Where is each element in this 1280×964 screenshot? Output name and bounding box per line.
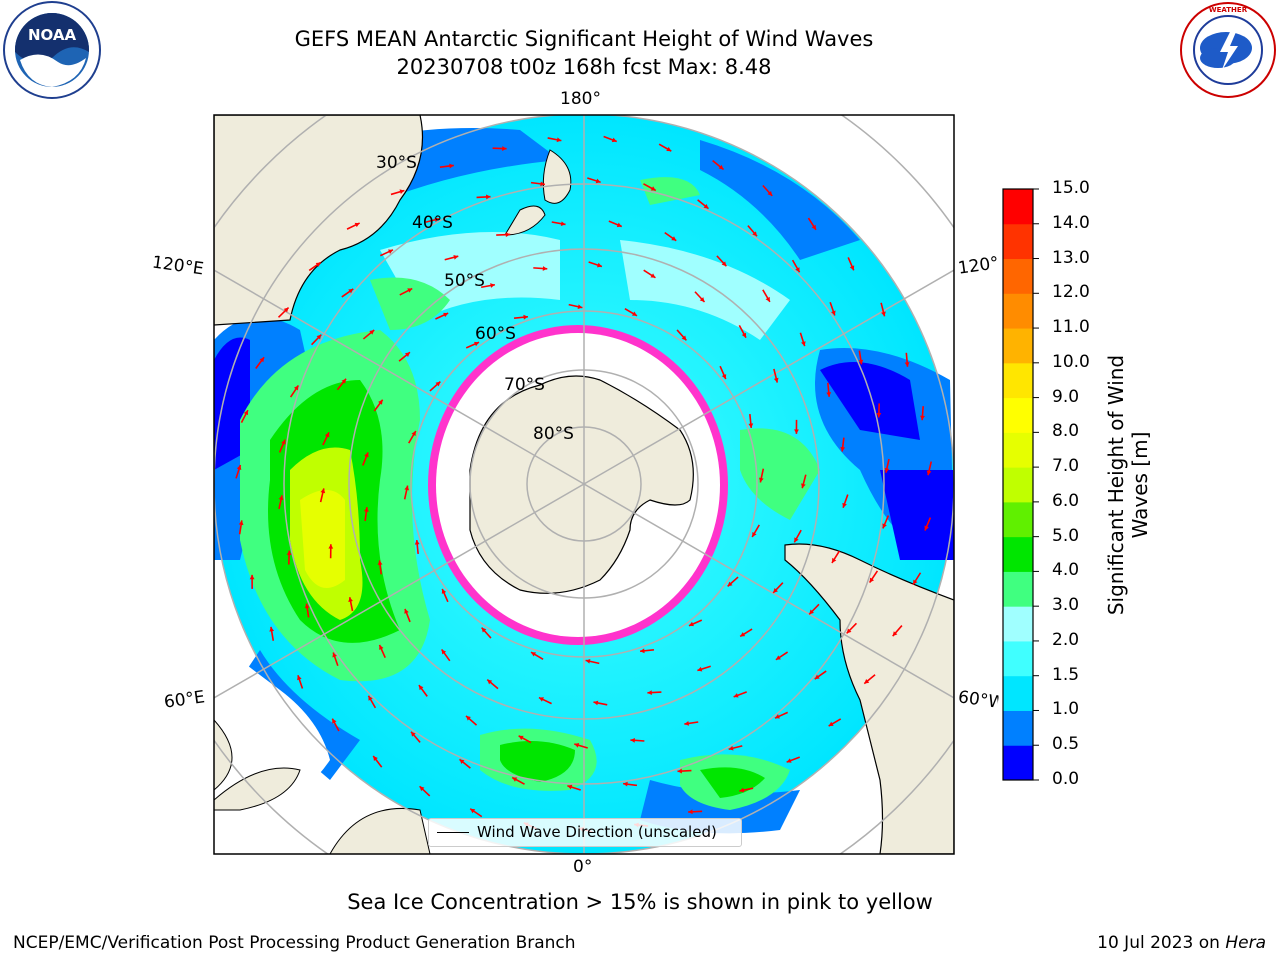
colorbar-tick-label: 14.0 xyxy=(1052,213,1090,233)
colorbar-tick-label: 12.0 xyxy=(1052,282,1090,302)
colorbar-swatch xyxy=(1003,606,1033,641)
colorbar-tick-label: 0.0 xyxy=(1052,769,1079,789)
colorbar-tick-label: 11.0 xyxy=(1052,317,1090,337)
colorbar-swatch xyxy=(1003,710,1033,745)
colorbar-tick-label: 8.0 xyxy=(1052,421,1079,441)
colorbar-tick-label: 13.0 xyxy=(1052,248,1090,268)
colorbar-swatch xyxy=(1003,224,1033,259)
colorbar-swatch xyxy=(1003,328,1033,363)
colorbar-swatch xyxy=(1003,363,1033,398)
footer-branch: NCEP/EMC/Verification Post Processing Pr… xyxy=(13,933,576,953)
colorbar-tick-label: 6.0 xyxy=(1052,491,1079,511)
footer-machine: Hera xyxy=(1225,933,1266,953)
colorbar-swatch xyxy=(1003,189,1033,224)
footer-date: 10 Jul 2023 on Hera xyxy=(1097,933,1266,953)
colorbar-tick-label: 0.5 xyxy=(1052,734,1079,754)
colorbar-tick-label: 7.0 xyxy=(1052,456,1079,476)
colorbar-swatch xyxy=(1003,259,1033,294)
colorbar-swatch xyxy=(1003,432,1033,467)
colorbar-tick-label: 1.5 xyxy=(1052,665,1079,685)
colorbar-swatch xyxy=(1003,293,1033,328)
sea-ice-note: Sea Ice Concentration > 15% is shown in … xyxy=(0,890,1280,914)
colorbar-tick-label: 4.0 xyxy=(1052,560,1079,580)
footer-date-text: 10 Jul 2023 on xyxy=(1097,933,1225,953)
colorbar-label: Significant Height of Wind Waves [m] xyxy=(1104,355,1152,615)
colorbar-tick-label: 9.0 xyxy=(1052,387,1079,407)
colorbar-tick-label: 15.0 xyxy=(1052,178,1090,198)
colorbar-tick-label: 5.0 xyxy=(1052,526,1079,546)
colorbar-swatch xyxy=(1003,537,1033,572)
colorbar-swatch xyxy=(1003,676,1033,711)
colorbar-swatch xyxy=(1003,398,1033,433)
colorbar-label-line2: Waves [m] xyxy=(1128,355,1152,615)
colorbar-label-line1: Significant Height of Wind xyxy=(1104,355,1128,615)
colorbar-swatch xyxy=(1003,571,1033,606)
colorbar-tick-label: 3.0 xyxy=(1052,595,1079,615)
colorbar-tick-label: 1.0 xyxy=(1052,699,1079,719)
colorbar-swatch xyxy=(1003,467,1033,502)
colorbar-swatch xyxy=(1003,641,1033,676)
colorbar-tick-label: 10.0 xyxy=(1052,352,1090,372)
colorbar-tick-label: 2.0 xyxy=(1052,630,1079,650)
colorbar-swatch xyxy=(1003,745,1033,780)
colorbar-swatch xyxy=(1003,502,1033,537)
